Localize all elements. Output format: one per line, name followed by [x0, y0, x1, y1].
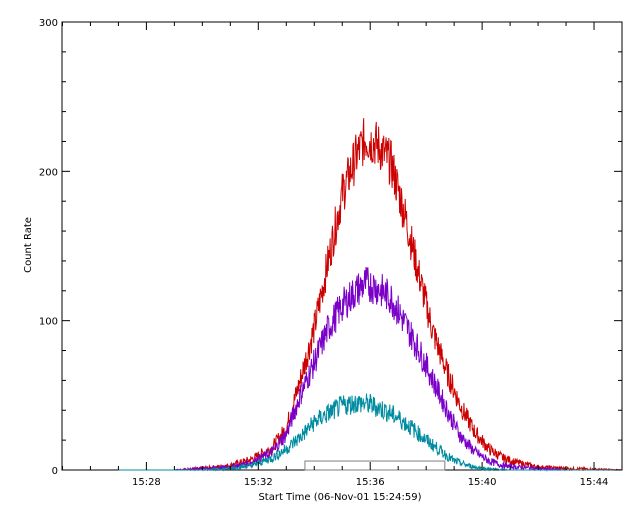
y-tick-label: 0 [52, 466, 58, 477]
x-tick-label: 15:44 [580, 477, 609, 488]
plot-area [61, 21, 623, 472]
y-tick-label: 300 [39, 18, 58, 29]
x-axis-ticks: 15:28 15:32 15:36 15:40 15:44 [61, 22, 623, 488]
x-tick-label: 15:40 [468, 477, 497, 488]
y-axis-ticks: 0 100 200 300 [39, 18, 622, 477]
y-tick-label: 100 [39, 317, 58, 328]
series-line-2 [118, 266, 622, 472]
series-line-3 [118, 393, 622, 472]
x-axis-title: Start Time (06-Nov-01 15:24:59) [258, 492, 421, 503]
x-tick-label: 15:36 [356, 477, 385, 488]
x-tick-label: 15:32 [244, 477, 273, 488]
y-axis-title: Count Rate [23, 217, 34, 273]
time-range-box [304, 460, 446, 471]
x-tick-label: 15:28 [132, 477, 161, 488]
y-tick-label: 200 [39, 167, 58, 178]
